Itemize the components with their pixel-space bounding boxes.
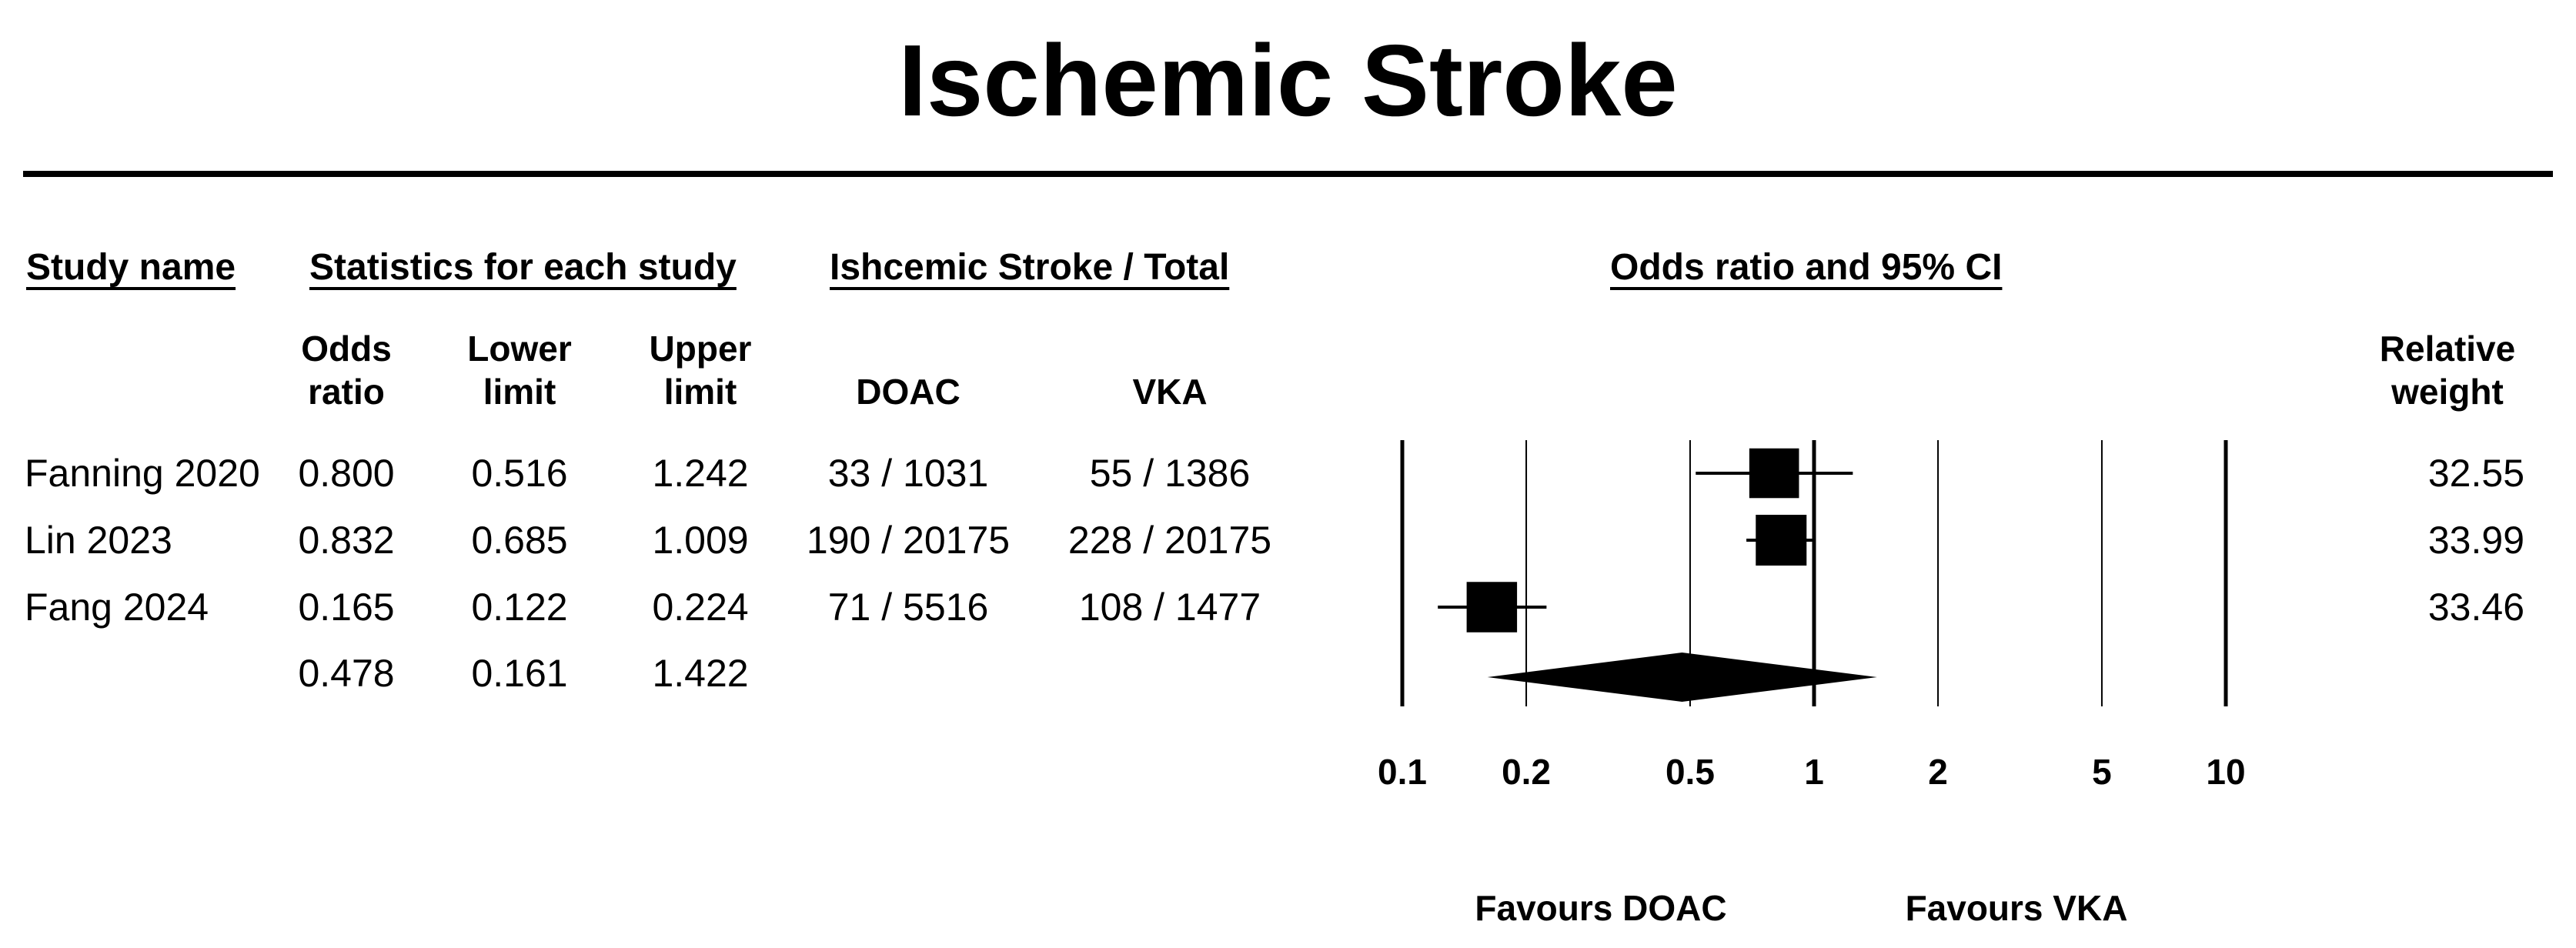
row-odds-ratio: 0.165 bbox=[298, 586, 395, 629]
subheader-lower-limit-line1: Lower bbox=[467, 329, 572, 369]
summary-upper-limit: 1.422 bbox=[652, 652, 749, 695]
summary-odds-ratio: 0.478 bbox=[298, 652, 395, 695]
subheader-odds-ratio-line2: ratio bbox=[308, 372, 385, 412]
study-marker bbox=[1749, 448, 1799, 499]
axis-tick-label: 0.2 bbox=[1502, 752, 1552, 792]
summary-lower-limit: 0.161 bbox=[471, 652, 568, 695]
axis-tick-label: 0.5 bbox=[1665, 752, 1715, 792]
axis-tick-label: 5 bbox=[2092, 752, 2112, 792]
axis-tick-label: 2 bbox=[1928, 752, 1948, 792]
row-lower-limit: 0.516 bbox=[471, 452, 568, 495]
study-marker bbox=[1466, 582, 1518, 633]
subheader-upper-limit-line1: Upper bbox=[649, 329, 752, 369]
axis-tick-label: 0.1 bbox=[1378, 752, 1427, 792]
favours-right-label: Favours VKA bbox=[1905, 888, 2128, 928]
row-study-name: Fang 2024 bbox=[25, 586, 209, 629]
row-doac-events: 71 / 5516 bbox=[827, 586, 989, 629]
row-lower-limit: 0.122 bbox=[471, 586, 568, 629]
header-study-name: Study name bbox=[26, 247, 236, 288]
axis-tick-label: 10 bbox=[2206, 752, 2246, 792]
row-upper-limit: 0.224 bbox=[652, 586, 749, 629]
study-marker bbox=[1756, 515, 1807, 566]
subheader-lower-limit-line2: limit bbox=[483, 372, 556, 412]
row-relative-weight: 32.55 bbox=[2427, 452, 2524, 495]
row-vka-events: 55 / 1386 bbox=[1089, 452, 1251, 495]
row-relative-weight: 33.99 bbox=[2427, 519, 2524, 562]
row-upper-limit: 1.009 bbox=[652, 519, 749, 562]
row-vka-events: 228 / 20175 bbox=[1067, 519, 1272, 562]
row-doac-events: 190 / 20175 bbox=[806, 519, 1011, 562]
favours-left-label: Favours DOAC bbox=[1475, 888, 1727, 928]
subheader-doac: DOAC bbox=[856, 372, 961, 412]
row-study-name: Lin 2023 bbox=[25, 519, 172, 562]
title-divider bbox=[23, 171, 2553, 177]
row-upper-limit: 1.242 bbox=[652, 452, 749, 495]
subheader-lower-limit: Lower limit bbox=[450, 327, 589, 413]
subheader-upper-limit: Upper limit bbox=[631, 327, 770, 413]
subheader-odds-ratio: Odds ratio bbox=[281, 327, 412, 413]
subheader-relative-weight-line2: weight bbox=[2391, 372, 2504, 412]
subheader-odds-ratio-line1: Odds bbox=[301, 329, 392, 369]
row-odds-ratio: 0.800 bbox=[298, 452, 395, 495]
header-events: Ishcemic Stroke / Total bbox=[830, 247, 1230, 288]
row-vka-events: 108 / 1477 bbox=[1078, 586, 1261, 629]
header-plot: Odds ratio and 95% CI bbox=[1610, 247, 2003, 288]
subheader-vka: VKA bbox=[1132, 372, 1208, 412]
axis-tick-label: 1 bbox=[1804, 752, 1824, 792]
summary-diamond bbox=[1487, 653, 1877, 702]
subheader-upper-limit-line2: limit bbox=[663, 372, 737, 412]
row-study-name: Fanning 2020 bbox=[25, 452, 260, 495]
row-odds-ratio: 0.832 bbox=[298, 519, 395, 562]
header-statistics: Statistics for each study bbox=[309, 247, 737, 288]
row-doac-events: 33 / 1031 bbox=[827, 452, 989, 495]
subheader-relative-weight: Relative weight bbox=[2332, 327, 2563, 413]
row-lower-limit: 0.685 bbox=[471, 519, 568, 562]
subheader-relative-weight-line1: Relative bbox=[2379, 329, 2516, 369]
chart-title: Ischemic Stroke bbox=[898, 24, 1678, 137]
row-relative-weight: 33.46 bbox=[2427, 586, 2524, 629]
